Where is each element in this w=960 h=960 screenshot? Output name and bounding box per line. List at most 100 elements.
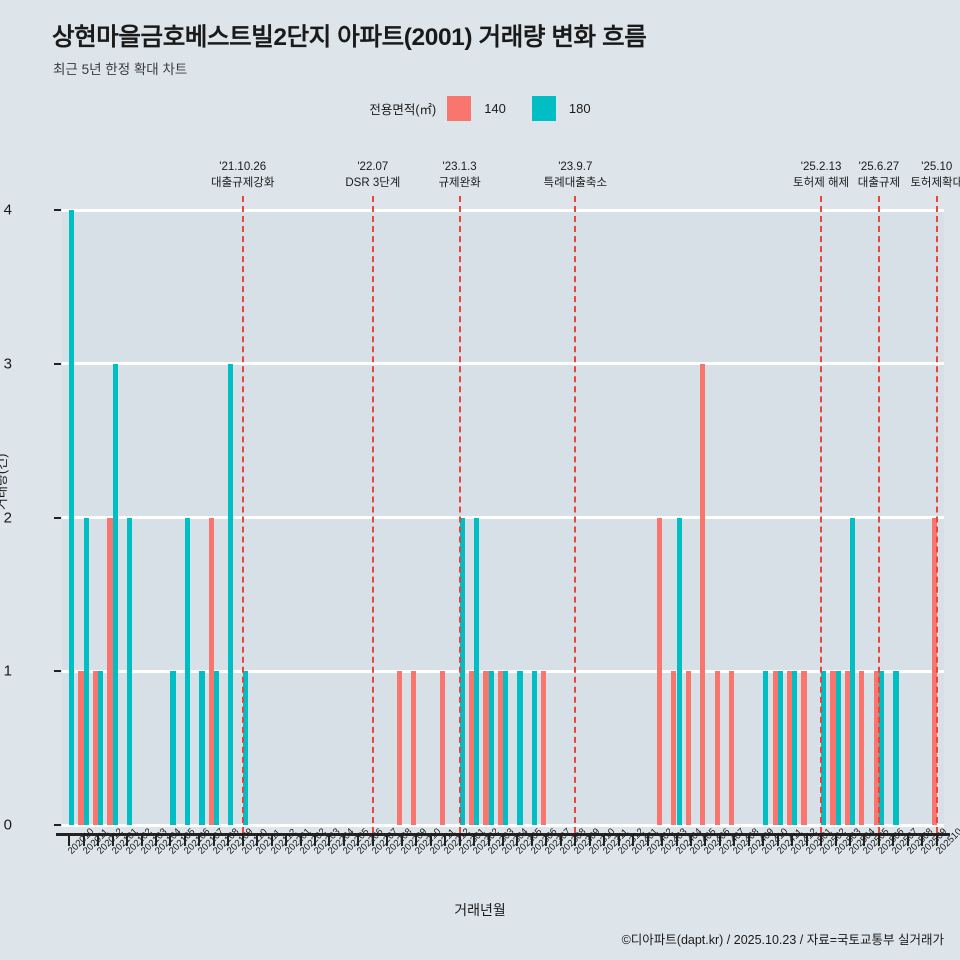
x-axis-line (56, 833, 950, 836)
y-tick-mark (54, 209, 61, 211)
bar (488, 671, 494, 825)
x-tick-mark (415, 836, 418, 846)
bar (676, 517, 682, 825)
bar (714, 671, 720, 825)
x-tick-mark (140, 836, 143, 846)
x-tick-mark (877, 836, 880, 846)
bar (821, 671, 827, 825)
event-date: '25.10 (921, 161, 953, 173)
y-tick-mark (54, 362, 61, 365)
x-tick-mark (328, 836, 331, 846)
x-tick-mark (921, 836, 924, 846)
legend-swatch-180 (531, 96, 556, 121)
legend-title: 전용면적(㎡) (369, 103, 437, 117)
bar (835, 671, 841, 825)
bar (873, 671, 879, 825)
y-tick-label: 0 (3, 816, 12, 834)
grid-line (62, 208, 944, 212)
x-tick-mark (97, 836, 100, 846)
x-tick-mark (68, 836, 71, 846)
x-tick-mark (357, 836, 360, 846)
y-tick-label: 1 (3, 662, 12, 680)
event-name: 규제완화 (438, 177, 481, 189)
event-date: '23.1.3 (442, 161, 477, 173)
x-tick-mark (502, 836, 504, 846)
bar (208, 517, 214, 825)
x-tick-mark (849, 836, 852, 846)
bar (78, 671, 84, 825)
event-label: '25.10 토허제확대 (910, 159, 960, 191)
event-name: 대출규제 (857, 177, 901, 189)
x-tick-mark (183, 836, 186, 846)
bar (228, 363, 234, 825)
bar (503, 671, 509, 825)
x-tick-mark (559, 836, 562, 846)
x-tick-mark (805, 836, 808, 846)
bar (107, 517, 113, 825)
x-tick-mark (169, 836, 172, 846)
event-label: '21.10.26 대출규제강화 (211, 159, 274, 191)
bar (729, 671, 735, 825)
event-date: '25.6.27 (858, 161, 900, 173)
x-tick-mark (285, 836, 288, 846)
bar (850, 517, 856, 825)
event-line (935, 196, 938, 833)
bar (700, 363, 706, 825)
x-tick-mark (603, 836, 606, 846)
bar (844, 671, 850, 825)
event-line (820, 196, 823, 833)
x-tick-mark (256, 836, 259, 846)
x-tick-mark (661, 836, 664, 846)
x-tick-mark (704, 836, 707, 846)
bar (83, 517, 89, 825)
bar (184, 517, 191, 825)
x-tick-mark (487, 836, 490, 846)
y-tick-label: 3 (3, 355, 12, 373)
bar (242, 671, 248, 825)
event-date: '23.9.7 (558, 161, 593, 173)
event-date: '21.10.26 (219, 161, 267, 173)
x-tick-mark (834, 836, 837, 846)
x-tick-mark (371, 836, 374, 846)
x-tick-mark (718, 836, 721, 846)
y-tick-mark (54, 824, 61, 826)
bar (439, 671, 446, 825)
x-tick-mark (935, 836, 938, 846)
x-tick-mark (82, 836, 85, 846)
x-tick-mark (227, 836, 230, 846)
event-label: '23.1.3 규제완화 (438, 159, 480, 191)
credit-text: ©디아파트(dapt.kr) / 2025.10.23 / 자료=국토교통부 실… (621, 933, 944, 947)
y-tick-mark (54, 516, 61, 519)
plot-area (62, 208, 944, 827)
bar (127, 517, 133, 825)
x-tick-mark (574, 836, 577, 846)
bar (517, 671, 523, 825)
bar (459, 517, 465, 825)
event-line (371, 196, 374, 833)
event-name: 대출규제강화 (210, 177, 275, 189)
event-label: '23.9.7 특례대출축소 (544, 159, 607, 191)
bar (777, 671, 783, 825)
x-tick-mark (126, 836, 129, 846)
x-tick-mark (314, 836, 317, 846)
bar (213, 671, 219, 825)
event-name: 토허제 해제 (793, 177, 850, 189)
x-tick-mark (473, 836, 476, 846)
bar (483, 671, 489, 825)
bar-series-container (62, 210, 944, 825)
bar (685, 671, 691, 825)
bar (474, 517, 480, 825)
grid-line (62, 516, 944, 519)
x-tick-mark (646, 836, 649, 846)
bar (763, 671, 769, 825)
x-tick-mark (270, 836, 273, 846)
x-tick-mark (400, 836, 403, 846)
legend-label-140: 140 (484, 101, 506, 116)
event-label: '22.07 DSR 3단계 (345, 159, 400, 191)
event-label: '25.2.13 토허제 해제 (793, 159, 849, 191)
bar (792, 671, 798, 825)
legend-swatch-140 (447, 96, 472, 121)
x-tick-mark (820, 836, 823, 846)
legend: 전용면적(㎡) 140 180 (0, 96, 960, 121)
